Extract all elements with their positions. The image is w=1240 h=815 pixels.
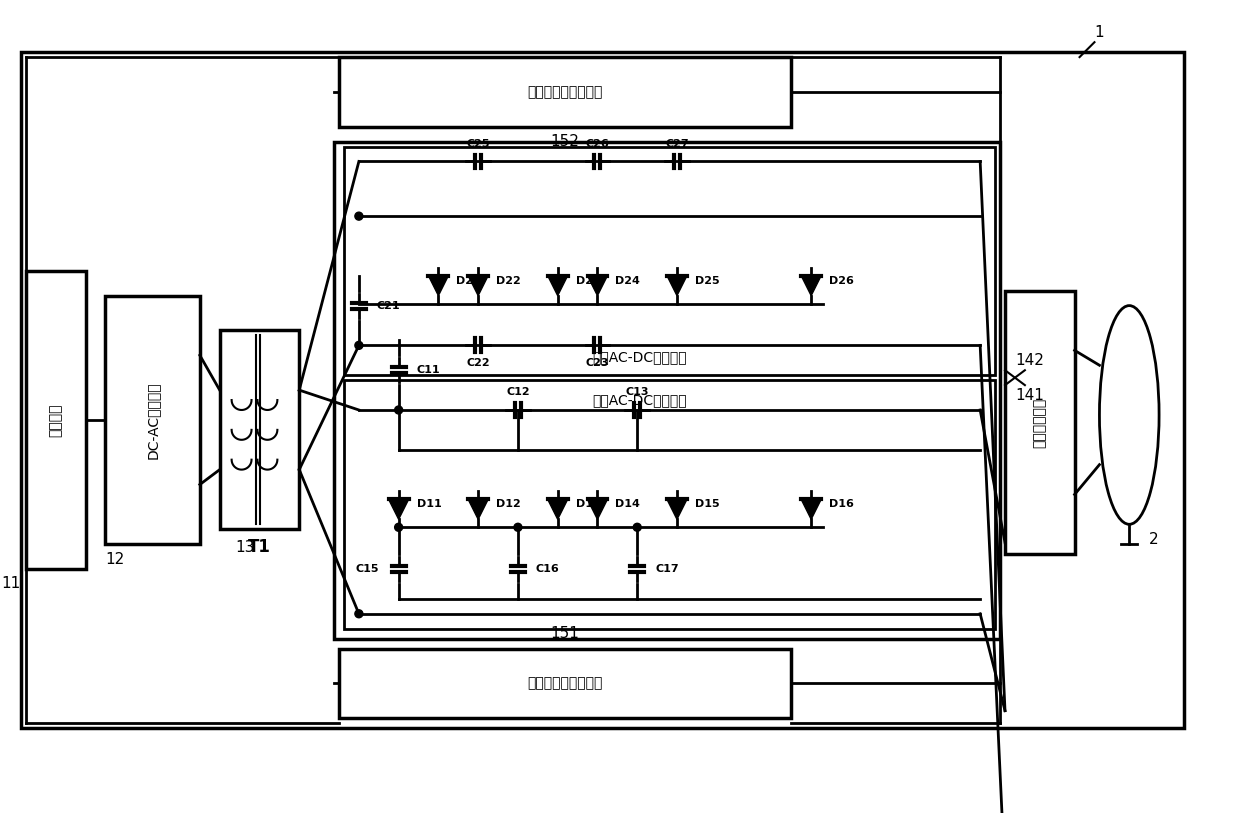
Text: C22: C22 [466,359,490,368]
Text: D15: D15 [694,500,719,509]
Text: 1: 1 [1095,24,1105,40]
Polygon shape [588,500,608,519]
Text: 第一AC-DC转换电路: 第一AC-DC转换电路 [593,393,687,407]
Text: D24: D24 [615,275,640,286]
Polygon shape [388,500,408,519]
Circle shape [394,406,403,414]
Polygon shape [469,275,489,296]
Text: D25: D25 [694,275,719,286]
Circle shape [394,523,403,531]
Text: 第二AC-DC转换电路: 第二AC-DC转换电路 [593,350,687,364]
Text: D23: D23 [575,275,600,286]
Text: C11: C11 [417,365,440,375]
Circle shape [355,212,363,220]
Text: C13: C13 [625,387,649,397]
Bar [219,330,299,529]
Text: 13: 13 [234,540,254,555]
Text: 141: 141 [1016,388,1044,403]
Circle shape [513,523,522,531]
Text: C16: C16 [536,564,559,574]
Polygon shape [469,500,489,519]
Text: 第二管电压传感电路: 第二管电压传感电路 [527,85,603,99]
Bar [105,296,200,544]
Ellipse shape [1100,306,1159,524]
Text: D21: D21 [456,275,481,286]
Circle shape [355,610,363,618]
Polygon shape [667,275,687,296]
Text: 151: 151 [551,626,579,641]
Text: 2: 2 [1149,531,1159,547]
Text: C23: C23 [585,359,609,368]
Text: 控制电路: 控制电路 [48,403,63,437]
Polygon shape [588,275,608,296]
Text: D14: D14 [615,500,640,509]
Text: 扫描出管电路: 扫描出管电路 [1033,397,1047,447]
Bar [343,380,994,628]
Text: DC-AC逆变电路: DC-AC逆变电路 [145,381,160,459]
Bar [334,142,999,639]
Polygon shape [801,275,821,296]
Text: C17: C17 [655,564,678,574]
Bar [26,271,86,569]
Circle shape [355,341,363,350]
Text: 第一管电压传感电路: 第一管电压传感电路 [527,676,603,690]
Text: T1: T1 [248,538,270,556]
Bar [339,57,791,126]
Text: 142: 142 [1016,353,1044,368]
Polygon shape [801,500,821,519]
Text: C26: C26 [585,139,609,148]
Text: 152: 152 [551,134,579,149]
Polygon shape [667,500,687,519]
Text: C15: C15 [355,564,378,574]
Bar [1004,291,1075,554]
Text: C21: C21 [377,301,401,311]
Bar [21,52,1184,728]
Text: 12: 12 [105,552,125,566]
Text: D12: D12 [496,500,521,509]
Polygon shape [429,275,449,296]
Text: C27: C27 [665,139,688,148]
Text: 11: 11 [1,576,21,592]
Text: D26: D26 [830,275,854,286]
Text: D22: D22 [496,275,521,286]
Polygon shape [548,275,568,296]
Text: D11: D11 [417,500,441,509]
Text: C12: C12 [506,387,529,397]
Bar [343,147,994,375]
Text: C25: C25 [466,139,490,148]
Polygon shape [548,500,568,519]
Text: D13: D13 [575,500,600,509]
Text: D16: D16 [830,500,854,509]
Bar [339,649,791,718]
Circle shape [634,523,641,531]
